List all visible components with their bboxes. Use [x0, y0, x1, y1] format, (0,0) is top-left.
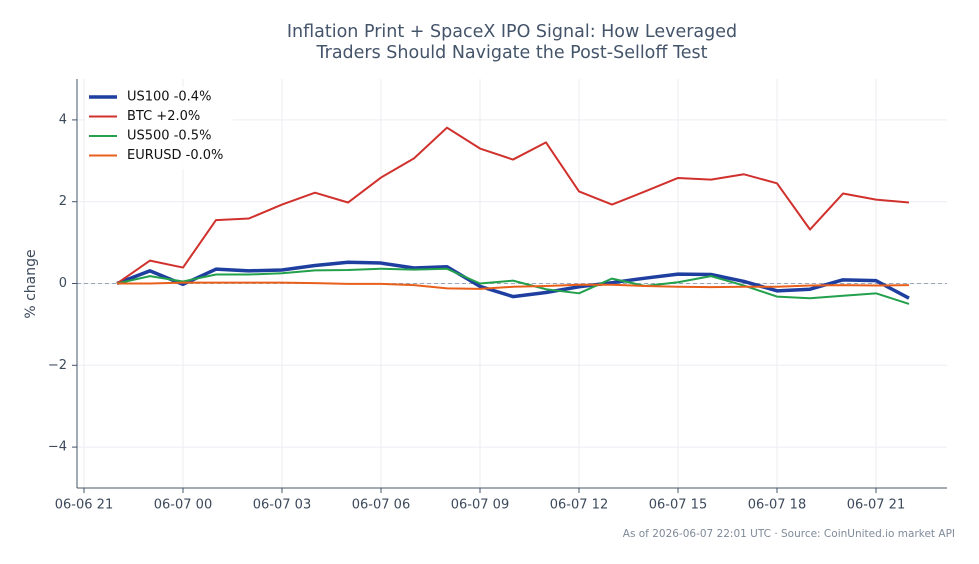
- x-tick-label: 06-07 03: [253, 498, 311, 513]
- x-tick-label: 06-07 00: [154, 498, 212, 513]
- chart-title: Traders Should Navigate the Post-Selloff…: [316, 43, 708, 63]
- series-line: [116, 267, 910, 305]
- series-line: [116, 126, 910, 285]
- x-tick-label: 06-07 09: [451, 498, 509, 513]
- legend-label: BTC +2.0%: [127, 109, 200, 124]
- legend-box: [85, 87, 233, 169]
- x-tick-label: 06-06 21: [55, 498, 113, 513]
- x-tick-label: 06-07 18: [748, 498, 806, 513]
- legend: US100 -0.4% BTC +2.0% US500 -0.5% EURUSD -0…: [85, 87, 233, 169]
- legend-label: EURUSD -0.0%: [127, 148, 223, 163]
- x-tick-label: 06-07 21: [847, 498, 905, 513]
- y-tick-label: 2: [59, 194, 67, 209]
- x-tick-label: 06-07 15: [649, 498, 707, 513]
- y-tick-label: −2: [48, 358, 67, 373]
- legend-label: US500 -0.5%: [127, 129, 211, 144]
- series-line: [117, 281, 910, 290]
- x-tick-label: 06-07 12: [550, 498, 608, 513]
- legend-label: US100 -0.4%: [127, 90, 211, 105]
- y-tick-label: −4: [48, 440, 67, 455]
- y-tick-label: 0: [59, 276, 67, 291]
- y-axis-label: % change: [23, 249, 39, 318]
- footer: As of 2026-06-07 22:01 UTC · Source: Coi…: [623, 528, 955, 540]
- series-line: [116, 260, 910, 300]
- y-tick-label: 4: [59, 112, 67, 127]
- chart-title: Inflation Print + SpaceX IPO Signal: How…: [287, 22, 737, 42]
- x-tick-label: 06-07 06: [352, 498, 410, 513]
